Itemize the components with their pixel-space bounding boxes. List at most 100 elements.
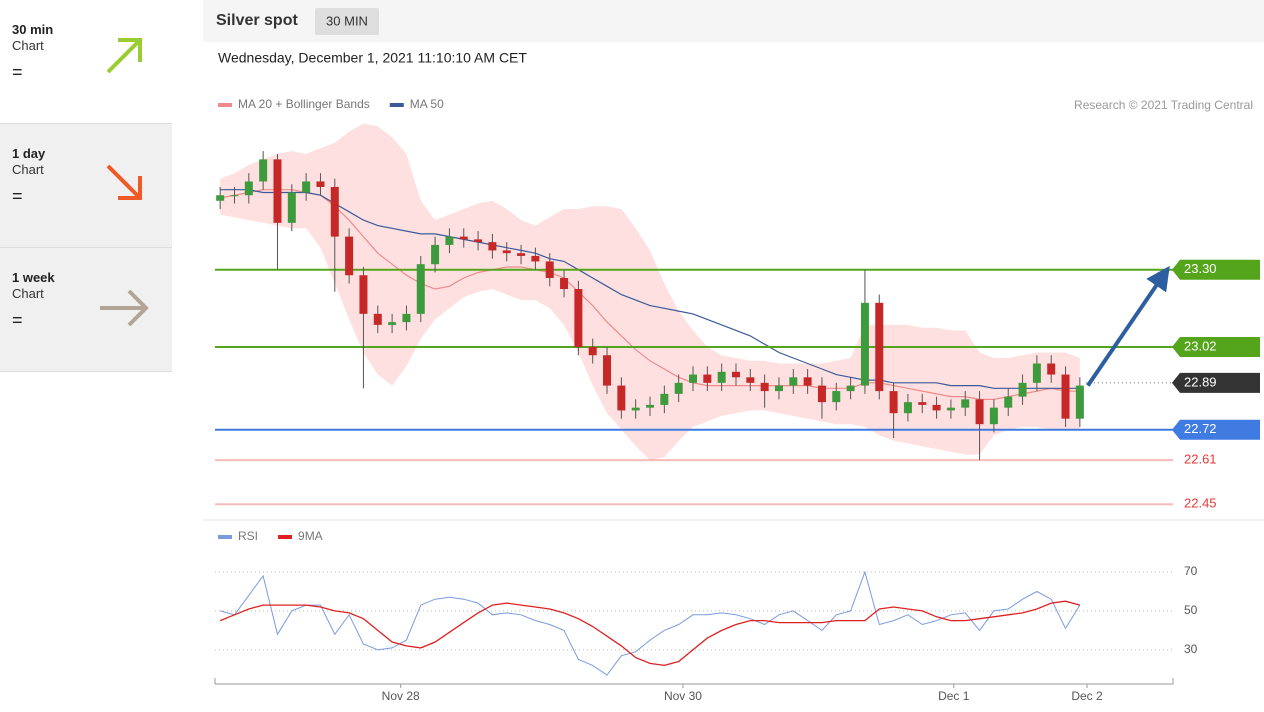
candle-body [646,404,655,408]
candle-body [445,236,454,245]
candle-body [889,391,898,414]
candle-body [803,377,812,386]
interval-badge[interactable] [315,8,379,35]
candle-body [1018,382,1027,397]
candle-body [1032,363,1041,383]
legend-label: MA 50 [410,97,444,111]
candle-body [1075,385,1084,419]
interval: 30 MIN [326,13,368,28]
x-tick-label: Dec 1 [938,689,970,703]
candle-body [603,355,612,386]
subtitle: Wednesday, December 1, 2021 11:10:10 AM … [218,50,527,66]
legend-swatch [389,103,404,107]
candle-body [789,377,798,386]
candle-body [817,385,826,403]
candle-body [946,407,955,411]
candle-body [517,253,526,256]
candle-body [832,391,841,403]
candle-body [875,302,884,392]
period-item[interactable]: 30 min Chart = [0,0,172,124]
line-series [219,600,1081,667]
candle-body [674,382,683,394]
trend: = [12,310,23,330]
candle-body [774,385,783,392]
candle-body [402,313,411,323]
level-label: 23.02 [1184,338,1217,353]
candle-body [302,181,311,193]
header-title: Silver spot [216,12,298,29]
level-label-box [1172,419,1260,440]
candle-body [502,250,511,254]
legend-label: 9MA [298,529,323,543]
candle-body [860,302,869,386]
trend: = [12,62,23,82]
legend-swatch [278,535,293,539]
legend-swatch [218,103,232,107]
candle-body [588,346,597,356]
candle-body [932,404,941,411]
candle-body [531,255,540,262]
period-label: Chart [12,286,44,301]
level-label: 23.30 [1184,261,1217,276]
candle-body [373,313,382,325]
candle-body [488,242,497,251]
arrow-icon [106,38,142,74]
period-label: Chart [12,38,44,53]
source: Research © 2021 Trading Central [1074,98,1253,112]
ma-line [220,189,1080,389]
level-label: 22.72 [1184,421,1217,436]
candle-body [1004,396,1013,408]
level-label: 22.61 [1184,452,1217,467]
candle-body [416,264,425,314]
candle-body [703,374,712,383]
candle-body [975,399,984,425]
candle-body [731,371,740,378]
level-label: 22.45 [1184,496,1217,511]
candle-body [746,377,755,383]
period-item[interactable]: 1 week Chart = [0,248,172,372]
sidebar: 30 min Chart = 1 day Chart = 1 week Char… [0,0,172,372]
candle-body [846,385,855,392]
candle-body [459,236,468,240]
candle-body [631,407,640,411]
candle-body [216,195,225,201]
line-series [220,570,1081,676]
candle-body [431,244,440,265]
candle-body [474,239,483,243]
candle-body [345,236,354,276]
y-tick-label: 50 [1184,603,1198,617]
level-label: 22.89 [1184,374,1217,389]
candle-body [903,402,912,414]
arrow-icon [106,164,142,200]
candle-body [760,382,769,392]
candle-body [330,186,339,237]
header-bar [203,0,1264,42]
period-label: Chart [12,162,44,177]
candle-body [918,402,927,405]
period: 1 week [12,270,55,285]
x-tick-label: Nov 28 [382,689,420,703]
candle-body [660,393,669,405]
candle-body [545,261,554,278]
candle-body [273,159,282,223]
period-item[interactable]: 1 day Chart = [0,124,172,248]
y-tick-label: 30 [1184,642,1198,656]
candle-body [359,275,368,314]
legend-label: MA 20 + Bollinger Bands [238,97,370,111]
level-label-box [1172,336,1260,357]
level-label-box [1172,259,1260,280]
candle-body [230,195,239,197]
trend: = [12,186,23,206]
x-tick-label: Nov 30 [664,689,702,703]
ma-line [220,189,1080,400]
candle-body [617,385,626,411]
candle-body [689,374,697,383]
candle-body [287,192,296,223]
candle-body [961,399,970,408]
forecast-arrow [1086,265,1170,387]
candle-body [560,278,569,290]
y-tick-label: 70 [1184,564,1198,578]
candle-body [316,181,325,187]
